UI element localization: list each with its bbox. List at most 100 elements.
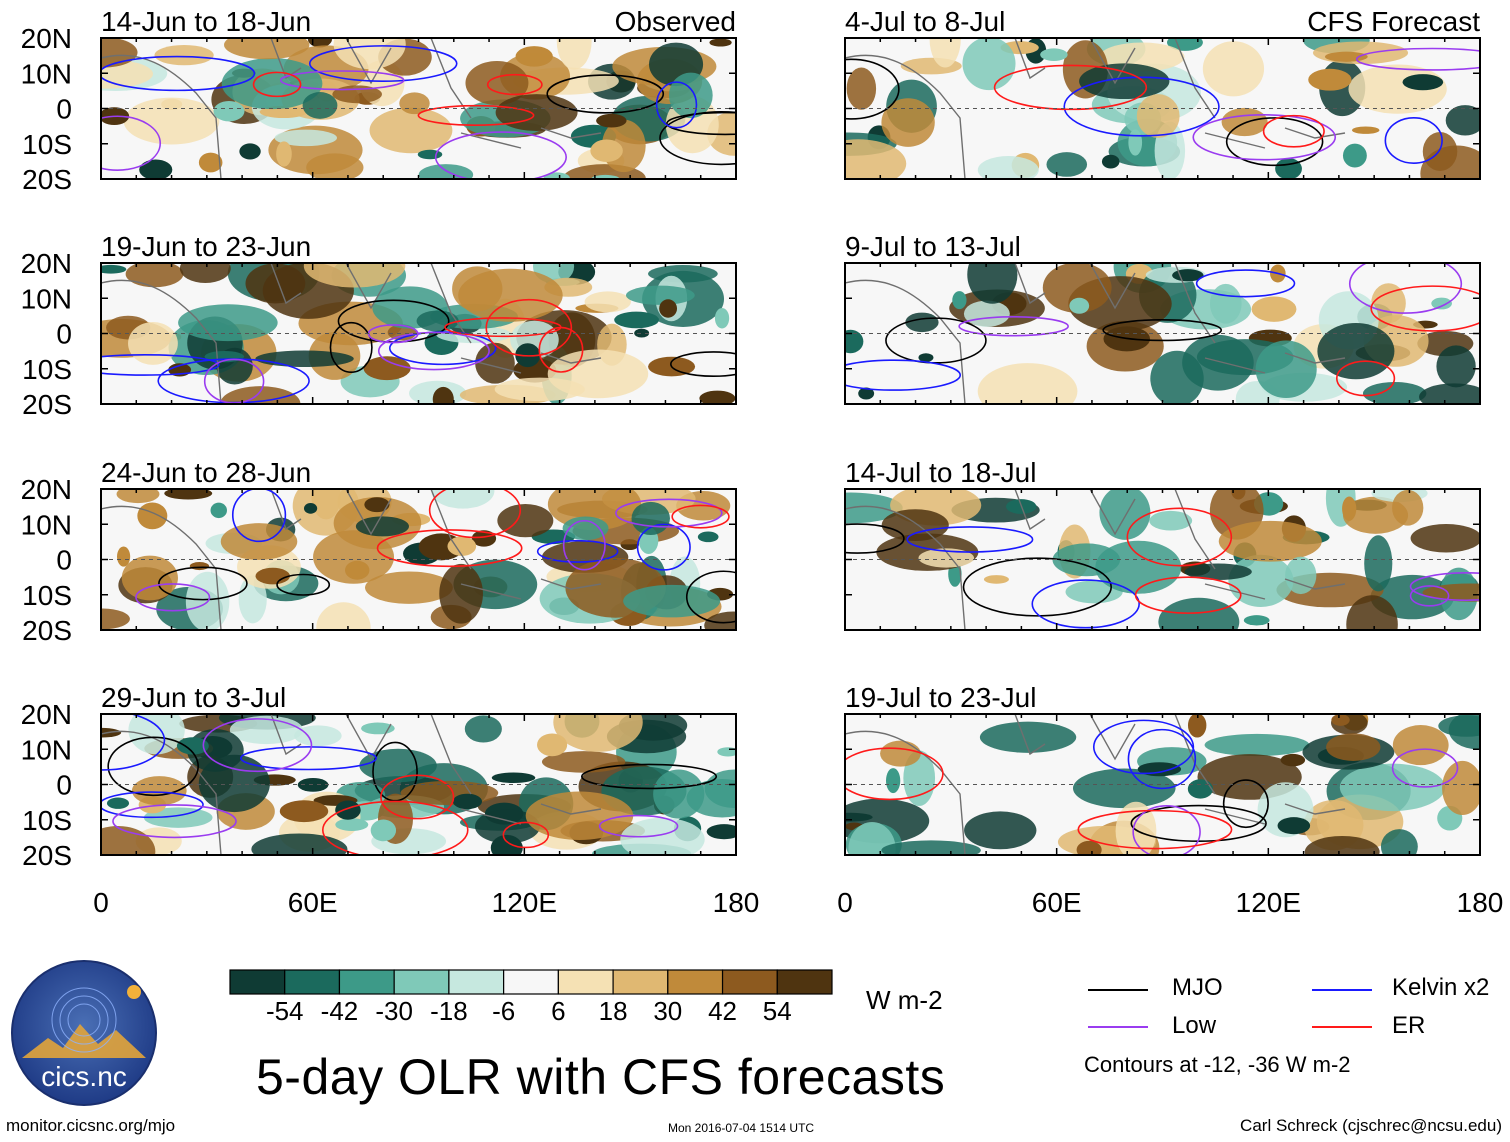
contour-er [376,529,523,568]
olr-anomaly-core [137,502,168,530]
olr-anomaly [648,265,718,283]
olr-anomaly [846,67,877,110]
panel-field [101,38,736,179]
olr-anomaly-core [1402,74,1444,91]
olr-anomaly-core [1331,714,1350,726]
olr-anomaly [1099,489,1151,540]
legend-line-mjo [1088,989,1148,991]
contour-mjo [845,58,900,120]
olr-anomaly-core [101,264,127,274]
x-tick-label: 60E [1032,887,1082,918]
olr-anomaly-core [335,800,361,820]
footer-author: Carl Schreck (cjschrec@ncsu.edu) [1240,1116,1502,1135]
olr-anomaly [274,129,337,147]
olr-anomaly [1442,760,1480,816]
olr-anomaly-core [361,722,395,735]
olr-anomaly [128,714,185,755]
coastline [845,489,1346,630]
contour-low [958,315,1069,337]
panel-date-label: 14-Jul to 18-Jul [845,457,1036,488]
olr-anomaly [1419,383,1480,404]
olr-anomaly-core [363,356,411,381]
contour-er [444,317,562,338]
olr-anomaly-core [1277,817,1311,835]
contour-note: Contours at -12, -36 W m-2 [1084,1052,1351,1077]
contour-kelvin [101,714,166,771]
olr-anomaly [929,38,961,68]
olr-anomaly [131,776,187,806]
contour-kelvin [1384,116,1443,165]
olr-anomaly [294,725,342,747]
coastline [845,263,1346,404]
olr-anomaly [1445,105,1480,136]
colorbar-units: W m-2 [866,985,943,1015]
olr-anomaly-core [1251,296,1297,322]
y-tick-label: 0 [56,545,72,576]
olr-anomaly [1326,733,1381,761]
contour-er [1134,576,1242,614]
olr-anomaly-core [1187,714,1207,738]
olr-anomaly [431,489,495,509]
x-tick-label: 60E [288,887,338,918]
olr-anomaly [439,563,483,624]
olr-anomaly [1209,283,1242,324]
olr-anomaly-core [364,497,390,513]
olr-anomaly [1221,107,1268,137]
logo-wordmark: cics.nc [41,1061,127,1092]
panel-date-label: 4-Jul to 8-Jul [845,6,1005,37]
olr-anomaly [1436,345,1476,388]
olr-anomaly-core [303,503,318,514]
contour-er [502,821,550,849]
olr-anomaly-core [297,778,329,792]
contour-mjo [845,523,905,554]
olr-anomaly-core [164,489,213,500]
olr-anomaly [365,571,453,604]
olr-anomaly [1392,725,1449,766]
olr-anomaly-core [1231,489,1246,500]
olr-anomaly [1304,835,1380,855]
olr-anomaly-core [176,737,209,755]
olr-anomaly [562,516,609,541]
olr-anomaly [316,602,371,630]
contour-low [112,804,237,839]
coastline [101,263,602,404]
olr-anomaly [845,139,907,179]
x-tick-label: 0 [93,887,109,918]
colorbar-swatch [612,969,669,995]
contour-kelvin [101,55,256,92]
olr-anomaly-core [596,113,627,128]
olr-anomaly-core [714,307,730,329]
contour-kelvin [308,45,458,82]
x-tick-label: 120E [1236,887,1301,918]
olr-anomaly [704,611,736,630]
colorbar-label: -42 [321,996,359,1026]
coastline [101,489,602,630]
panel-field [101,714,736,855]
y-tick-label: 10N [21,734,72,765]
colorbar-label: 30 [653,996,682,1026]
olr-anomaly-core [335,818,369,832]
olr-anomaly [1115,801,1157,855]
contour-kelvin [1063,76,1220,137]
olr-anomaly [452,266,503,312]
olr-anomaly-core [471,530,497,547]
olr-anomaly [881,840,981,855]
cics-logo: cics.nc [11,960,157,1106]
contour-kelvin [101,353,220,376]
x-tick-label: 120E [492,887,557,918]
olr-anomaly [495,94,578,132]
olr-anomaly-core [417,149,443,160]
y-tick-label: 20N [21,23,72,54]
olr-anomaly [369,107,453,154]
contour-kelvin [1195,269,1296,298]
olr-anomaly [1362,382,1427,404]
olr-anomaly [848,822,896,855]
contour-kelvin [231,489,287,543]
panel-field [845,263,1480,404]
colorbar-swatch [667,969,724,995]
coastline [101,714,602,855]
legend-line-low [1088,1026,1148,1028]
olr-anomaly [525,791,634,841]
contour-low [562,519,606,571]
olr-anomaly [1339,763,1446,812]
